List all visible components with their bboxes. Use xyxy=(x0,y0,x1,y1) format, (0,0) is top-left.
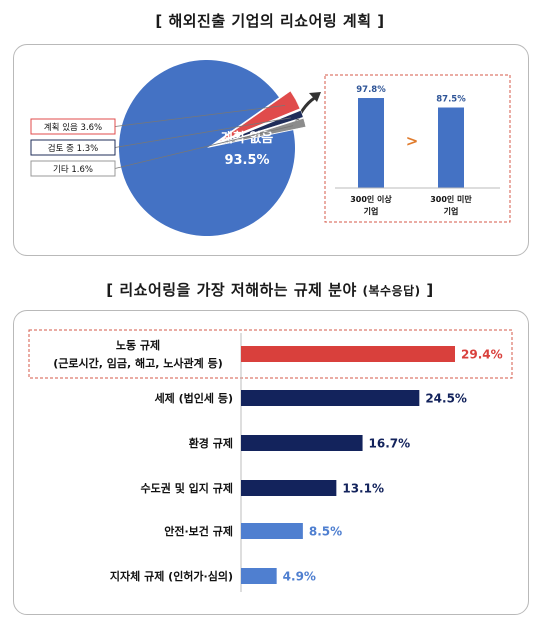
greater-than-symbol: > xyxy=(406,132,419,150)
pie-label: 계획 없음 xyxy=(221,130,273,146)
regulation-bar xyxy=(241,523,303,539)
regulation-label: 지자체 규제 (인허가·심의) xyxy=(110,569,233,583)
size-bar xyxy=(358,98,384,188)
callout-line xyxy=(114,104,286,127)
pie-value: 93.5% xyxy=(224,153,269,168)
regulation-bar-value: 13.1% xyxy=(342,482,384,496)
size-comparison-box xyxy=(324,74,511,223)
size-bar-label: 300인 미만 xyxy=(430,194,472,204)
regulation-label: 수도권 및 입지 규제 xyxy=(141,481,233,495)
callout-label: 계획 있음 3.6% xyxy=(44,122,102,133)
regulation-label: 환경 규제 xyxy=(189,436,233,450)
callout-box xyxy=(30,118,116,135)
regulation-label: 세제 (법인세 등) xyxy=(155,391,233,405)
callout-label: 검토 중 1.3% xyxy=(48,143,98,154)
highlight-box xyxy=(28,329,513,379)
callout-line xyxy=(114,117,291,148)
regulation-bar xyxy=(241,435,363,451)
pie-slice xyxy=(119,60,295,237)
size-bar-label: 기업 xyxy=(364,206,379,216)
regulation-bar xyxy=(241,568,277,584)
bottom-title-sub: (복수응답) xyxy=(362,284,421,298)
regulation-label: 안전·보건 규제 xyxy=(164,524,233,538)
regulation-bar-value: 16.7% xyxy=(369,437,411,451)
callout-box xyxy=(30,160,116,177)
size-bar-label: 300인 이상 xyxy=(350,194,392,204)
arrow-head-icon xyxy=(309,92,321,102)
regulation-bar xyxy=(241,346,455,362)
top-chart-title: [ 해외진출 기업의 리쇼어링 계획 ] xyxy=(155,12,385,30)
regulation-label: 노동 규제 xyxy=(116,338,160,352)
regulation-bar-value: 29.4% xyxy=(461,348,503,362)
regulation-bar-value: 24.5% xyxy=(425,392,467,406)
callout-line xyxy=(114,125,294,169)
bottom-chart-title: [ 리쇼어링을 가장 저해하는 규제 분야 (복수응답) ] xyxy=(0,279,540,300)
size-bar-label: 기업 xyxy=(444,206,459,216)
pie-slice xyxy=(218,90,301,143)
regulation-label-detail: (근로시간, 임금, 해고, 노사관계 등) xyxy=(53,356,222,370)
size-bar xyxy=(438,107,464,188)
size-bar-value: 97.8% xyxy=(356,85,386,95)
arrow-icon xyxy=(294,94,319,124)
pie-slice xyxy=(219,110,304,144)
regulation-bar xyxy=(241,480,337,496)
size-bar-value: 87.5% xyxy=(436,95,466,105)
bottom-title-close: ] xyxy=(426,281,434,299)
regulation-bar xyxy=(241,390,420,406)
callout-box xyxy=(30,139,116,156)
bottom-title-main: [ 리쇼어링을 가장 저해하는 규제 분야 xyxy=(106,281,357,299)
regulation-bar-value: 4.9% xyxy=(283,570,316,584)
callout-label: 기타 1.6% xyxy=(53,165,93,175)
regulation-bar-value: 8.5% xyxy=(309,525,342,539)
